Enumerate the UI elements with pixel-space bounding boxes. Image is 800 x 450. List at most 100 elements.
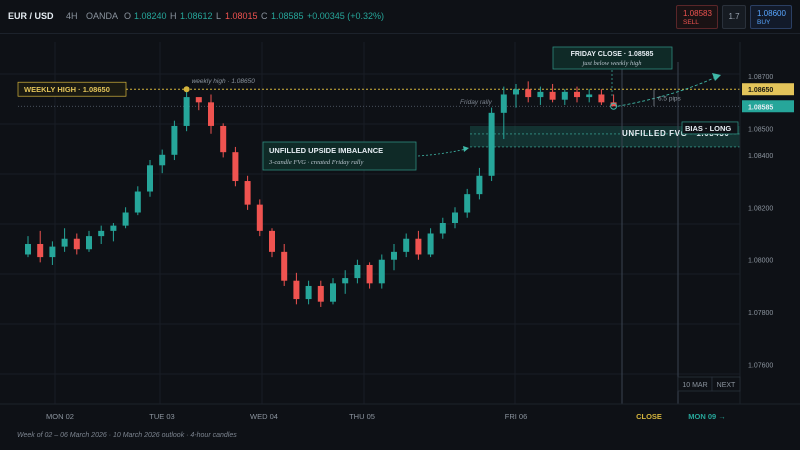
candle-body xyxy=(586,94,593,98)
candle-body xyxy=(464,194,471,213)
candle-body xyxy=(220,125,227,153)
bias-label: BIAS · LONG xyxy=(685,124,731,133)
sell-label: SELL xyxy=(683,19,699,26)
next-button-label: NEXT xyxy=(717,382,736,389)
candle-body xyxy=(354,264,361,279)
candle-body xyxy=(49,246,56,258)
price-tick-label: 1.07800 xyxy=(748,310,773,317)
candle-body xyxy=(488,112,495,176)
friday-close-subtitle: just below weekly high xyxy=(581,60,641,67)
weekly-high-small-label: weekly high · 1.08650 xyxy=(192,78,256,85)
fvg-label: UNFILLED FVG · 1.08430 xyxy=(622,129,729,138)
candle-body xyxy=(256,204,263,231)
candle-body xyxy=(73,238,80,250)
weekly-high-price-tag: 1.08650 xyxy=(748,87,773,94)
candle-body xyxy=(598,94,605,103)
price-tick-label: 1.08400 xyxy=(748,153,773,160)
candle-body xyxy=(513,89,519,95)
candle-body xyxy=(195,97,202,103)
sell-button[interactable]: 1.08583 SELL xyxy=(676,5,718,29)
close-label: C xyxy=(261,11,268,21)
candle-body xyxy=(208,102,214,126)
candle-body xyxy=(171,125,178,155)
high-label: H xyxy=(170,11,177,21)
chart-footnote: Week of 02 – 06 March 2026 · 10 March 20… xyxy=(17,432,237,439)
candle-body xyxy=(403,238,410,252)
prev-date-label: 10 MAR xyxy=(682,382,707,389)
projection-arrow xyxy=(617,76,717,107)
broker-label: OANDA xyxy=(86,11,119,21)
imbalance-arrow-head xyxy=(463,146,469,152)
pips-label: 6.5 pips xyxy=(658,96,682,103)
candle-body xyxy=(98,230,105,237)
next-button[interactable] xyxy=(711,376,741,392)
time-tick-label: THU 05 xyxy=(349,412,375,421)
candle-body xyxy=(37,243,44,258)
candle-body xyxy=(452,212,458,223)
spread-value: 1.7 xyxy=(722,5,746,29)
next-week-label: MON 09 → xyxy=(688,412,726,421)
candle-body xyxy=(159,154,166,166)
candle-body xyxy=(232,152,239,182)
symbol-header: EUR / USD 4H OANDA O 1.08240 H 1.08612 L… xyxy=(0,0,800,34)
time-tick-label: WED 04 xyxy=(250,412,278,421)
friday-close-box xyxy=(552,46,673,70)
buy-button[interactable]: 1.08600 BUY xyxy=(750,5,792,29)
candle-body xyxy=(500,94,507,113)
friday-close-title: FRIDAY CLOSE · 1.08585 xyxy=(571,51,654,58)
candle-body xyxy=(293,280,300,300)
price-tick-label: 1.08500 xyxy=(748,127,773,134)
imbalance-box xyxy=(262,141,417,171)
time-tick-label: MON 02 xyxy=(46,412,74,421)
high-value: 1.08612 xyxy=(180,11,213,21)
candle-body xyxy=(330,283,336,302)
candle-body xyxy=(415,238,422,255)
candle-body xyxy=(86,236,92,250)
candle-body xyxy=(427,233,434,255)
bias-box xyxy=(681,121,739,135)
candle-body xyxy=(110,225,117,231)
candle-body xyxy=(391,251,397,260)
candle-body xyxy=(183,97,190,126)
fvg-zone xyxy=(470,125,740,147)
buy-price: 1.08600 xyxy=(757,9,786,18)
imbalance-subtitle: 3-candle FVG · created Friday rally xyxy=(268,159,363,166)
imbalance-arrow xyxy=(417,148,467,157)
weekly-high-tag-box xyxy=(17,81,127,97)
close-value: 1.08585 xyxy=(271,11,304,21)
open-value: 1.08240 xyxy=(134,11,167,21)
timeframe-label[interactable]: 4H xyxy=(66,11,78,21)
friday-rally-label: Friday rally xyxy=(460,99,493,106)
open-label: O xyxy=(124,11,132,21)
price-tick-label: 1.08000 xyxy=(748,258,773,265)
price-tick-label: 1.07600 xyxy=(748,363,773,370)
candle-body xyxy=(342,278,349,284)
symbol-name[interactable]: EUR / USD xyxy=(8,11,54,21)
candle-body xyxy=(439,223,446,234)
low-value: 1.08015 xyxy=(225,11,258,21)
candle-body xyxy=(610,102,617,107)
candle-body xyxy=(317,285,324,302)
change-value: +0.00345 (+0.32%) xyxy=(307,11,385,21)
candle-body xyxy=(525,89,532,98)
imbalance-title: UNFILLED UPSIDE IMBALANCE xyxy=(269,146,383,155)
time-tick-label: TUE 03 xyxy=(149,412,174,421)
current-price-tag: 1.08585 xyxy=(748,104,773,111)
candle-body xyxy=(378,259,385,284)
candle-body xyxy=(305,285,312,300)
candle-body xyxy=(25,243,31,255)
low-label: L xyxy=(216,11,222,21)
weekly-high-marker xyxy=(183,86,190,93)
current-price-tag-box xyxy=(742,100,794,113)
buy-label: BUY xyxy=(757,19,771,26)
candle-body xyxy=(281,251,288,281)
candle-body xyxy=(61,238,68,247)
projection-arrow-head xyxy=(712,73,721,81)
candle-body xyxy=(147,165,153,192)
time-tick-label: FRI 06 xyxy=(505,412,528,421)
friday-close-marker xyxy=(610,102,618,110)
close-marker-label: CLOSE xyxy=(636,412,662,421)
weekly-high-tag: WEEKLY HIGH · 1.08650 xyxy=(24,85,110,94)
candle-body xyxy=(244,181,251,205)
